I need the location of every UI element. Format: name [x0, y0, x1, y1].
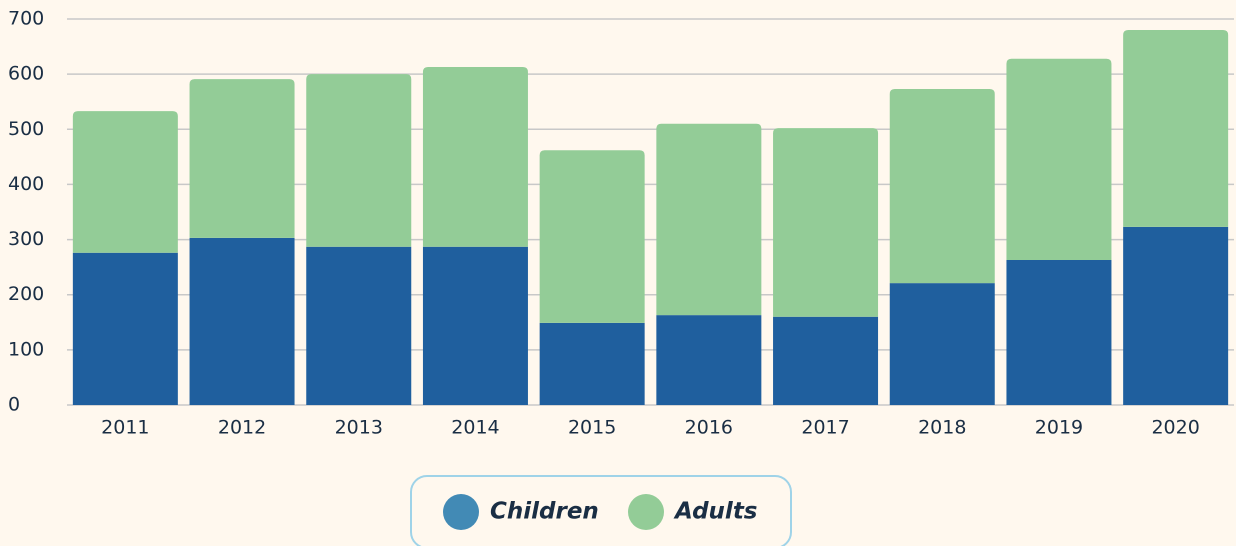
bar-segment: [539, 322, 645, 405]
bar-segment: [889, 89, 995, 284]
bar-segment: [189, 79, 295, 238]
bar-segment: [656, 315, 762, 405]
y-tick-label: 300: [8, 228, 44, 250]
y-tick-label: 0: [8, 394, 20, 416]
bar-segment: [422, 66, 528, 247]
x-tick-label: 2018: [918, 417, 966, 439]
y-tick-label: 400: [8, 173, 44, 195]
y-tick-label: 700: [8, 8, 44, 30]
bar-segment: [656, 123, 762, 316]
x-tick-label: 2013: [335, 417, 383, 439]
legend-box: [410, 475, 792, 546]
bar-segment: [306, 74, 412, 247]
bar-segment: [1123, 30, 1229, 227]
bar-segment: [773, 128, 879, 317]
bar-segment: [72, 111, 178, 253]
x-tick-label: 2020: [1151, 417, 1199, 439]
legend-marker: [628, 494, 664, 530]
legend-label: Children: [490, 499, 599, 525]
legend-marker: [443, 494, 479, 530]
bar-segment: [189, 237, 295, 405]
x-tick-label: 2012: [218, 417, 266, 439]
legend-label: Adults: [673, 499, 758, 525]
x-tick-label: 2017: [801, 417, 849, 439]
y-tick-label: 100: [8, 338, 44, 360]
y-tick-label: 500: [8, 118, 44, 140]
x-tick-label: 2015: [568, 417, 616, 439]
x-tick-label: 2016: [685, 417, 733, 439]
bar-segment: [422, 246, 528, 405]
bar-segment: [773, 316, 879, 405]
y-tick-label: 200: [8, 283, 44, 305]
x-tick-label: 2019: [1035, 417, 1083, 439]
bar-segment: [1123, 226, 1229, 405]
bar-segment: [1006, 259, 1112, 405]
bar-segment: [539, 150, 645, 323]
x-tick-label: 2011: [101, 417, 149, 439]
bar-segment: [306, 246, 412, 405]
bar-segment: [72, 252, 178, 405]
bar-segment: [1006, 58, 1112, 260]
bar-segment: [889, 283, 995, 405]
y-tick-label: 600: [8, 63, 44, 85]
x-tick-label: 2014: [451, 417, 499, 439]
